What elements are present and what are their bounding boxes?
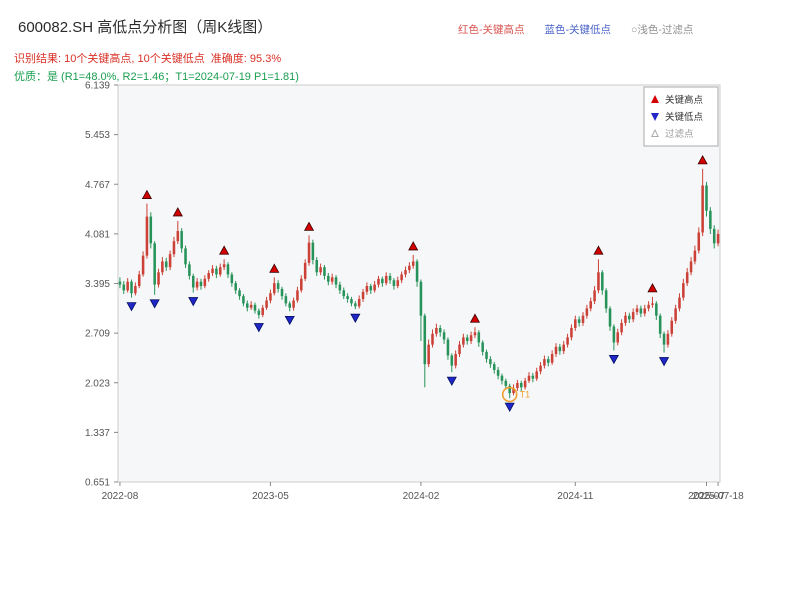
svg-text:0.651: 0.651 <box>85 478 110 489</box>
svg-text:2.709: 2.709 <box>85 329 110 340</box>
svg-text:T1: T1 <box>520 390 531 400</box>
top-legend-key-high-label: 红色-关键高点 <box>458 24 525 36</box>
plot-area <box>117 84 721 483</box>
top-legend: 红色-关键高点 蓝色-关键低点 ○浅色-过滤点 <box>458 22 693 37</box>
candles-layer <box>118 168 720 399</box>
svg-text:关键高点: 关键高点 <box>665 94 704 106</box>
svg-text:2.023: 2.023 <box>85 378 110 389</box>
svg-text:2023-05: 2023-05 <box>252 491 289 502</box>
top-legend-key-low-label: 蓝色-关键低点 <box>544 24 612 36</box>
key-point-markers-layer <box>126 155 708 412</box>
x-axis: 2022-08 2023-05 2024-02 2024-11 2025-072025-… <box>102 482 744 502</box>
svg-text:过滤点: 过滤点 <box>665 128 694 140</box>
svg-text:2025-07: 2025-07 <box>688 491 725 502</box>
y-axis: 0.651 1.337 2.023 2.709 3.395 4.081 4.767 5.453… <box>85 81 118 489</box>
svg-text:2022-08: 2022-08 <box>102 491 139 502</box>
svg-text:6.139: 6.139 <box>85 81 110 92</box>
svg-text:5.453: 5.453 <box>85 130 110 141</box>
svg-text:3.395: 3.395 <box>85 279 110 290</box>
page-title: 600082.SH 高低点分析图（周K线图） <box>18 19 273 36</box>
svg-text:4.081: 4.081 <box>85 229 110 240</box>
quality-line: 优质：是 (R1=48.0%, R2=1.46；T1=2024-07-19 P1… <box>14 71 299 83</box>
svg-text:2025-07-18: 2025-07-18 <box>692 491 744 502</box>
svg-text:4.767: 4.767 <box>85 180 110 191</box>
top-legend-filtered-label: ○浅色-过滤点 <box>631 24 694 36</box>
svg-text:2024-11: 2024-11 <box>557 491 593 502</box>
recognition-result-line: 识别结果: 10个关键高点, 10个关键低点 准确度: 95.3% <box>14 53 282 65</box>
svg-text:关键低点: 关键低点 <box>665 111 704 123</box>
t1-highlight-circle: T1 <box>501 386 531 403</box>
svg-text:1.337: 1.337 <box>85 428 110 439</box>
svg-text:2024-02: 2024-02 <box>403 491 440 502</box>
